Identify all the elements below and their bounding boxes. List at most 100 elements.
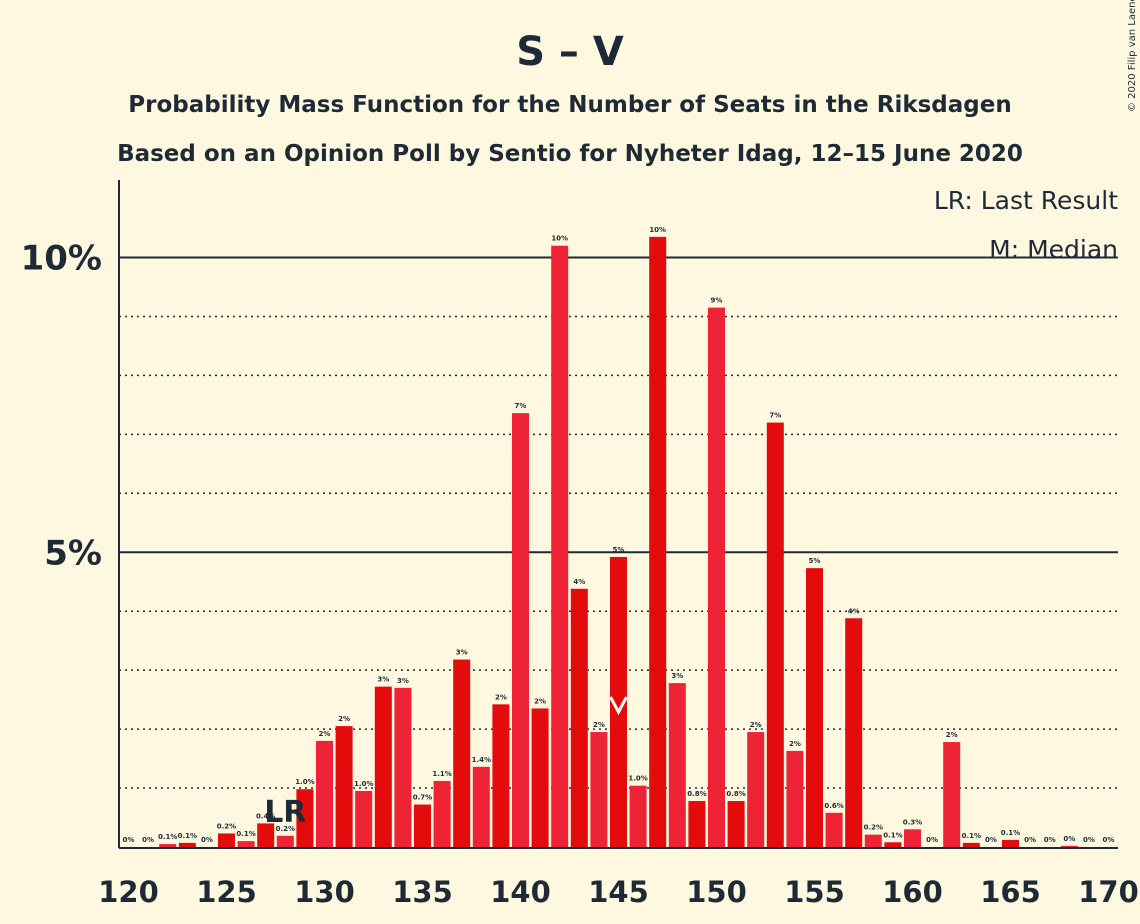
bar <box>884 842 902 847</box>
x-tick-label: 145 <box>588 875 649 909</box>
bar <box>747 732 765 847</box>
bar-value-label: 0.3% <box>903 818 922 826</box>
bar-value-label: 2% <box>750 721 762 729</box>
bar <box>727 801 745 847</box>
bar <box>531 708 549 847</box>
bar <box>786 750 804 847</box>
x-tick-label: 160 <box>882 875 943 909</box>
bar-labels: 0% 0% 0.1% 0.1%0%0.2%0.1%0.4%0.2%1.0%2%2%1.… <box>123 226 1115 844</box>
bar-value-label: 0% <box>1063 835 1075 843</box>
bar <box>296 789 314 847</box>
bar <box>629 785 647 847</box>
bar-value-label: 1.0% <box>295 778 314 786</box>
bar-value-label: 1.0% <box>628 775 647 783</box>
bar-value-label: 0.1% <box>158 833 177 841</box>
bar <box>453 659 471 847</box>
bar <box>806 568 823 847</box>
bar-value-label: 0% <box>926 836 938 844</box>
bar-value-label: 0.1% <box>178 832 197 840</box>
x-axis-ticks: 120 125 130 135 140 145 150 155 160 165 170 <box>98 875 1139 909</box>
bar-value-label: 0.8% <box>726 790 745 798</box>
bar <box>766 422 784 847</box>
bar <box>668 683 686 847</box>
last-result-marker: LR <box>264 795 306 830</box>
x-tick-label: 165 <box>980 875 1041 909</box>
bar <box>374 686 392 847</box>
bar-value-label: 1.0% <box>354 780 373 788</box>
bar-value-label: 2% <box>495 693 507 701</box>
bar-value-label: 2% <box>534 697 546 705</box>
bar-value-label: 0.6% <box>824 802 843 810</box>
bar <box>570 588 588 847</box>
bar <box>845 618 863 847</box>
y-axis-ticks: 5% 10% <box>21 239 102 574</box>
bar <box>178 842 196 847</box>
bar-value-label: 10% <box>551 235 568 243</box>
bar <box>276 835 294 847</box>
markers: LR <box>264 696 628 830</box>
bar-value-label: 2% <box>789 740 801 748</box>
bar <box>610 556 627 847</box>
x-tick-label: 140 <box>490 875 551 909</box>
bar-value-label: 5% <box>809 557 821 565</box>
bar <box>904 829 921 847</box>
bar-value-label: 0.1% <box>1001 829 1020 837</box>
bar-value-label: 0% <box>1024 836 1036 844</box>
bar <box>472 766 490 847</box>
bar-value-label: 1.1% <box>432 770 451 778</box>
bar <box>335 726 353 847</box>
legend-median: M: Median <box>989 235 1118 264</box>
bar-value-label: 5% <box>613 546 625 554</box>
bar-value-label: 4% <box>848 607 860 615</box>
bar <box>218 833 235 847</box>
bar-value-label: 0.1% <box>962 832 981 840</box>
bar-value-label: 3% <box>671 672 683 680</box>
bar-value-label: 0% <box>142 836 154 844</box>
bar <box>512 413 529 847</box>
bar-value-label: 3% <box>377 676 389 684</box>
bar-value-label: 2% <box>338 715 350 723</box>
bar-value-label: 1.4% <box>472 756 491 764</box>
bar <box>688 801 706 847</box>
bar-value-label: 0% <box>985 836 997 844</box>
bar-value-label: 2% <box>593 721 605 729</box>
bar <box>825 812 843 847</box>
x-tick-label: 170 <box>1078 875 1139 909</box>
y-tick-label: 5% <box>44 533 102 573</box>
bar-value-label: 7% <box>515 402 527 410</box>
bar <box>551 245 569 847</box>
bar-value-label: 0% <box>1044 836 1056 844</box>
bar <box>237 841 255 847</box>
bar-value-label: 10% <box>649 226 666 234</box>
chart-subtitle-2: Based on an Opinion Poll by Sentio for N… <box>117 141 1023 167</box>
bar <box>414 804 431 847</box>
x-tick-label: 125 <box>196 875 257 909</box>
bar <box>649 236 667 847</box>
x-tick-label: 130 <box>294 875 355 909</box>
bar-value-label: 2% <box>946 731 958 739</box>
bar <box>159 844 177 847</box>
legend-last-result: LR: Last Result <box>934 186 1118 215</box>
copyright-note: © 2020 Filip van Laenen <box>1127 0 1138 112</box>
bar <box>257 823 275 847</box>
bar-value-label: 0% <box>201 836 213 844</box>
chart-title: S – V <box>516 29 624 75</box>
bar-value-label: 2% <box>319 730 331 738</box>
bar-value-label: 0% <box>123 836 135 844</box>
bar-value-label: 0.7% <box>413 794 432 802</box>
bar <box>492 704 510 847</box>
bar-value-label: 3% <box>397 677 409 685</box>
bar-value-label: 0.8% <box>687 790 706 798</box>
x-tick-label: 135 <box>392 875 453 909</box>
x-tick-label: 150 <box>686 875 747 909</box>
bar-value-label: 0.1% <box>236 830 255 838</box>
bar <box>1002 839 1019 847</box>
bar-value-label: 0.2% <box>217 822 236 830</box>
y-tick-label: 10% <box>21 239 102 279</box>
bar <box>708 307 725 847</box>
chart-subtitle-1: Probability Mass Function for the Number… <box>128 92 1011 118</box>
bar <box>864 834 882 847</box>
bar-value-label: 0.2% <box>276 825 295 833</box>
bar-value-label: 4% <box>573 578 585 586</box>
